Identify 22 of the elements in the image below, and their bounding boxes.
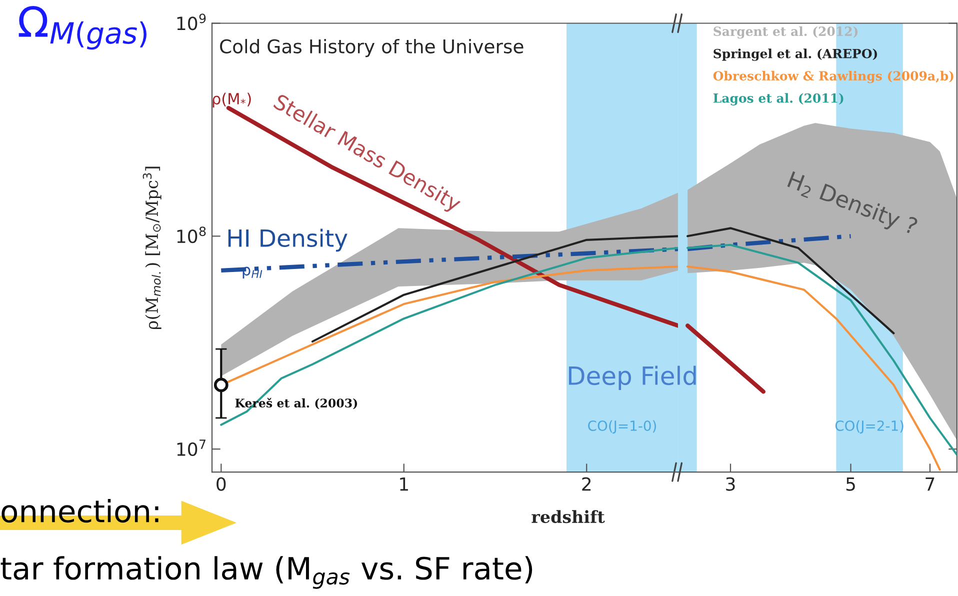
text: Cold Gas History of the Universe: [220, 38, 524, 58]
annotation: H$_{2}$ Density ?: [786, 170, 919, 239]
band-label: CO(J=1-0): [588, 420, 656, 434]
y-axis-title: ρ(M$_{mol.}$) [M$_{⊙}$/Mpc$^{3}$]: [142, 166, 162, 330]
text: Lagos et al. (2011): [713, 93, 844, 106]
x-tick-label: 1: [400, 477, 408, 491]
y-tick-label: 10$^{9}$: [177, 14, 206, 30]
text: Ω$_{M(gas)}$: [18, 6, 146, 50]
x-axis-title: redshift: [532, 510, 605, 524]
x-tick-label: 5: [846, 477, 855, 491]
annotation: HI Density: [228, 228, 348, 252]
x-tick-label: 7: [926, 477, 934, 491]
text: tar formation law (M$_{gas}$ vs. SF rate): [0, 556, 532, 589]
x-tick-label: 0: [216, 477, 226, 491]
y-tick-label: 10$^{7}$: [177, 440, 206, 456]
x-tick-label: 2: [582, 477, 591, 491]
text: Obreschkow & Rawlings (2009a,b): [713, 70, 954, 84]
y-tick-label: 10$^{8}$: [177, 226, 206, 244]
text: Springel et al. (AREPO): [714, 48, 877, 61]
annotation: Deep Field: [568, 366, 696, 390]
annotation: ρ(M$_{*}$): [212, 92, 251, 108]
x-tick-label: 3: [726, 477, 735, 491]
